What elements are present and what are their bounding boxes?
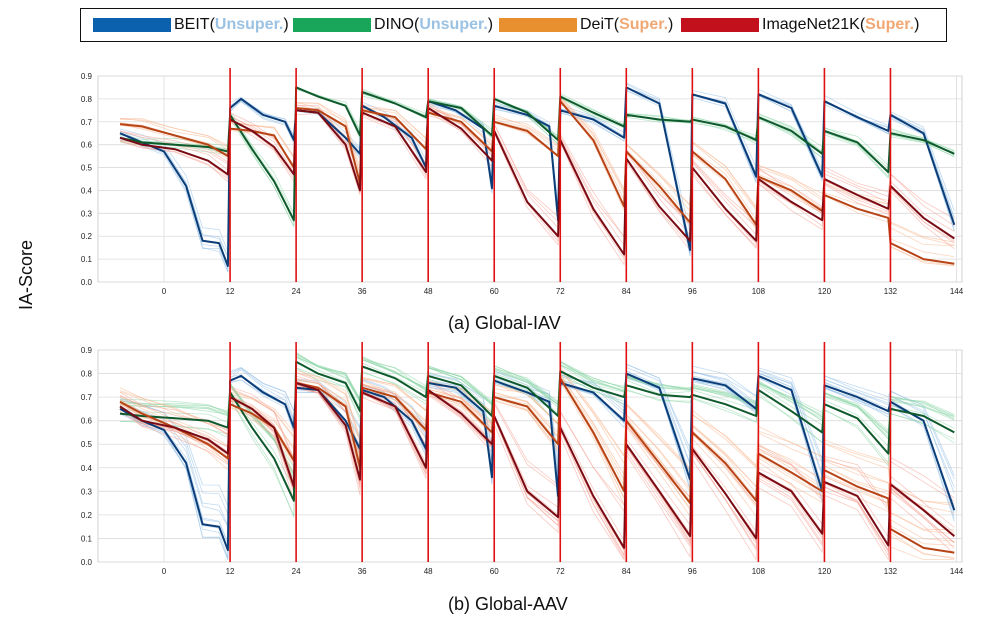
legend-swatch: [499, 18, 577, 32]
panel-global-aav: 0.0 0.1 0.2 0.3 0.4 0.5 0.6 0.7 0.8 0.9 0 12 24 36 48 6…: [81, 342, 964, 576]
x-tick-label: 60: [490, 567, 499, 576]
legend-supervision-tag: Unsuper.: [214, 16, 284, 33]
series-faint-line: [119, 388, 955, 561]
legend-model-name: DeiT(: [580, 16, 620, 33]
y-tick-label: 0.1: [81, 534, 93, 543]
series-line-dino: [119, 86, 955, 222]
x-tick-label: 144: [950, 567, 964, 576]
y-tick-label: 0.7: [81, 393, 93, 402]
series-faint-line: [119, 380, 955, 542]
x-tick-label: 84: [622, 287, 631, 296]
series-faint-line: [119, 356, 955, 490]
series-line-beit: [119, 372, 956, 552]
y-tick-label: 0.9: [81, 72, 93, 81]
x-tick-label: 132: [884, 287, 898, 296]
x-tick-label: 48: [424, 567, 433, 576]
x-tick-label: 144: [950, 287, 964, 296]
y-tick-label: 0.6: [81, 417, 93, 426]
legend-paren: ): [914, 16, 920, 33]
x-tick-label: 12: [226, 567, 235, 576]
y-tick-label: 0.6: [81, 141, 93, 150]
x-tick-label: 12: [226, 287, 235, 296]
x-tick-label: 132: [884, 567, 898, 576]
legend-swatch: [293, 18, 371, 32]
x-tick-label: 24: [292, 567, 301, 576]
series-faint-line: [119, 363, 955, 515]
y-tick-label: 0.8: [81, 370, 93, 379]
y-tick-label: 0.2: [81, 232, 93, 241]
x-tick-label: 120: [818, 287, 832, 296]
legend-model-name: ImageNet21K(: [762, 16, 866, 33]
x-tick-label: 96: [688, 567, 697, 576]
y-tick-label: 0.2: [81, 511, 93, 520]
y-tick-label: 0.1: [81, 255, 93, 264]
series-line-imagenet21k: [119, 382, 955, 549]
y-tick-label: 0.5: [81, 440, 93, 449]
y-tick-label: 0.5: [81, 164, 93, 173]
plot-area: [97, 75, 963, 283]
legend-swatch: [93, 18, 171, 32]
x-tick-label: 0: [162, 287, 167, 296]
legend-swatch: [681, 18, 759, 32]
series-faint-line: [119, 379, 955, 560]
series-faint-line: [119, 104, 955, 247]
series-line-imagenet21k: [119, 107, 955, 256]
series-faint-line: [119, 112, 955, 266]
series-line-deit: [119, 100, 955, 265]
legend-model-name: DINO(: [374, 16, 420, 33]
y-tick-label: 0.7: [81, 118, 93, 127]
legend-supervision-tag: Super.: [619, 16, 669, 33]
y-tick-label: 0.9: [81, 346, 93, 355]
y-tick-label: 0.3: [81, 209, 93, 218]
legend-paren: ): [668, 16, 674, 33]
x-tick-label: 72: [556, 287, 565, 296]
x-tick-label: 36: [358, 567, 367, 576]
legend-supervision-tag: Super.: [865, 16, 915, 33]
x-tick-label: 72: [556, 567, 565, 576]
series-line-deit: [119, 377, 955, 554]
legend-paren: ): [487, 16, 494, 33]
y-tick-label: 0.4: [81, 186, 93, 195]
x-tick-label: 108: [752, 287, 766, 296]
series-faint-line: [119, 86, 955, 217]
y-tick-label: 0.3: [81, 487, 93, 496]
legend-supervision-tag: Unsuper.: [419, 16, 488, 33]
series-line-dino: [119, 360, 955, 502]
legend: BEIT(Unsuper.) DINO(Unsuper.) DeiT(Super.)…: [80, 8, 947, 42]
legend-paren: ): [283, 16, 289, 33]
legend-model-name: BEIT(: [174, 16, 215, 33]
panel-global-iav: 0.0 0.1 0.2 0.3 0.4 0.5 0.6 0.7 0.8 0.9 0 12 24 36 48 6…: [81, 68, 964, 296]
x-tick-label: 0: [162, 567, 167, 576]
series-faint-line: [119, 367, 955, 518]
y-tick-label: 0.4: [81, 464, 93, 473]
x-tick-label: 36: [358, 287, 367, 296]
x-tick-label: 120: [818, 567, 832, 576]
x-tick-label: 96: [688, 287, 697, 296]
series-faint-line: [119, 369, 955, 527]
caption-global-aav: (b) Global-AAV: [448, 594, 568, 614]
x-tick-label: 24: [292, 287, 301, 296]
series-faint-line: [119, 96, 955, 243]
series-faint-line: [119, 354, 955, 469]
legend-item-beit: BEIT(Unsuper.): [93, 15, 289, 35]
y-tick-label: 0.0: [81, 278, 93, 287]
series-faint-line: [119, 367, 955, 516]
series-line-beit: [119, 86, 956, 267]
y-tick-label: 0.8: [81, 95, 93, 104]
caption-global-iav: (a) Global-IAV: [448, 313, 561, 333]
x-tick-label: 48: [424, 287, 433, 296]
series-faint-line: [119, 87, 955, 227]
legend-item-dino: DINO(Unsuper.): [293, 15, 493, 35]
series-faint-line: [119, 372, 955, 509]
y-tick-label: 0.0: [81, 558, 93, 567]
legend-item-imagenet21k: ImageNet21K(Super.): [681, 15, 919, 35]
legend-item-deit: DeiT(Super.): [499, 15, 673, 35]
x-tick-label: 84: [622, 567, 631, 576]
x-tick-label: 60: [490, 287, 499, 296]
series-faint-line: [119, 356, 955, 480]
x-tick-label: 108: [752, 567, 766, 576]
